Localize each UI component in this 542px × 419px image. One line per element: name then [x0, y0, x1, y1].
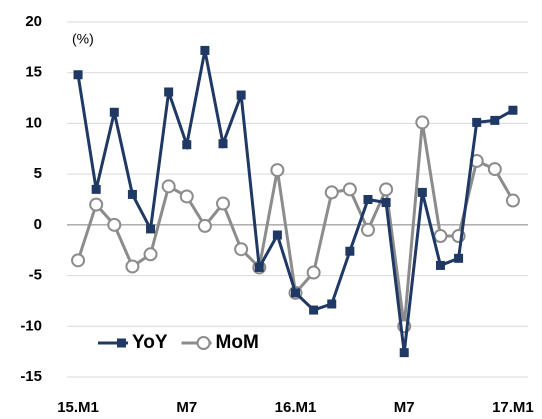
- point: [379, 182, 394, 197]
- legend-marker: [117, 338, 126, 348]
- point: [381, 198, 391, 208]
- point: [270, 163, 285, 178]
- point: [179, 189, 194, 204]
- point: [91, 184, 101, 194]
- point: [291, 288, 300, 298]
- x-tick-label: 15.M1: [57, 399, 99, 416]
- point: [107, 217, 122, 232]
- point: [345, 246, 355, 256]
- point: [146, 224, 156, 234]
- point: [360, 222, 375, 237]
- point: [417, 187, 427, 197]
- point: [109, 107, 119, 117]
- point: [490, 115, 500, 125]
- point: [234, 242, 249, 257]
- point: [324, 185, 339, 200]
- x-tick-label: M7: [394, 399, 415, 416]
- point: [216, 196, 231, 211]
- legend-label: YoY: [132, 332, 168, 353]
- point: [143, 247, 158, 262]
- series-line: [76, 50, 514, 353]
- point: [399, 348, 409, 358]
- point: [487, 162, 502, 177]
- y-tick-label: 10: [25, 114, 42, 131]
- point: [433, 229, 448, 244]
- point: [236, 90, 246, 100]
- unit-annotation: (%): [72, 31, 94, 47]
- point: [161, 179, 176, 194]
- legend-label: MoM: [216, 332, 259, 353]
- point: [505, 193, 520, 208]
- point: [89, 197, 104, 212]
- point: [435, 260, 445, 270]
- x-tick-label: M7: [176, 399, 197, 416]
- y-tick-label: -5: [29, 267, 42, 284]
- x-tick-label: 17.M1: [492, 399, 534, 416]
- y-tick-label: -10: [20, 317, 42, 334]
- point: [472, 117, 482, 127]
- point: [125, 259, 140, 274]
- point: [327, 299, 337, 309]
- point: [200, 45, 210, 55]
- point: [342, 182, 357, 197]
- point: [309, 305, 319, 315]
- point: [182, 140, 192, 150]
- point: [218, 139, 228, 149]
- point: [272, 230, 282, 240]
- point: [164, 87, 174, 97]
- y-tick-label: 20: [25, 13, 42, 30]
- y-tick-label: 0: [34, 216, 42, 233]
- point: [508, 105, 518, 115]
- x-tick-label: 16.M1: [275, 399, 317, 416]
- point: [454, 253, 464, 263]
- y-tick-label: -15: [20, 368, 42, 385]
- point: [71, 253, 86, 268]
- legend-marker: [196, 336, 211, 350]
- point: [306, 265, 321, 280]
- point: [197, 218, 212, 233]
- point: [73, 70, 83, 80]
- point: [415, 115, 430, 130]
- point: [127, 189, 137, 199]
- point: [254, 262, 264, 272]
- y-tick-label: 5: [34, 165, 42, 182]
- y-tick-label: 15: [25, 64, 42, 81]
- point: [363, 195, 373, 204]
